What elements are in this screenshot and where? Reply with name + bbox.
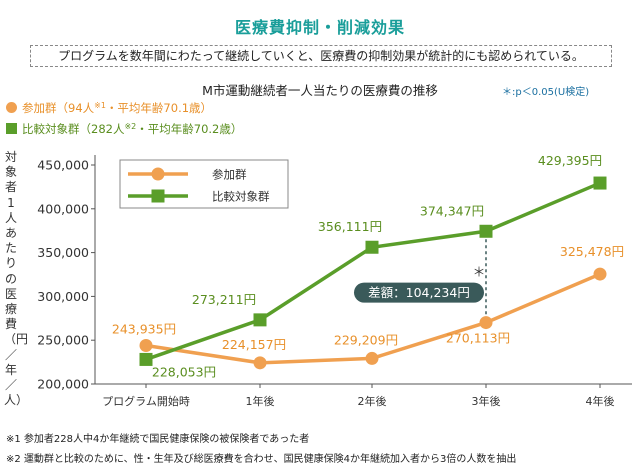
- footnote-1: ※1 参加者228人中4か年継続で国民健康保険の被保険者であった者: [6, 434, 310, 445]
- x-tick-label: 4年後: [586, 394, 615, 408]
- footnote-2: ※2 運動群と比較のために、性・生年及び総医療費を合わせ、国民健康保険4か年継続…: [6, 454, 517, 465]
- legend-box-label-1: 参加群: [212, 168, 247, 182]
- legend-group2-name: 比較対象群: [22, 122, 80, 136]
- legend-group2-sup: ※2: [124, 122, 137, 131]
- y-tick-label: 250,000: [37, 333, 89, 348]
- series-2-point: [139, 352, 153, 366]
- series-1-data-label: 229,209円: [334, 332, 398, 347]
- difference-badge-text: 差額：104,234円: [368, 285, 470, 300]
- series-2-data-label: 228,053円: [152, 364, 216, 379]
- series-2-point: [479, 224, 493, 238]
- series-2-data-label: 374,347円: [420, 203, 484, 218]
- x-tick-label: 3年後: [472, 394, 501, 408]
- legend-group2-detail-post: ・平均年齢70.2歳）: [136, 122, 243, 136]
- legend-box-marker-2: [151, 189, 165, 203]
- series-2-data-label: 356,111円: [318, 219, 382, 234]
- y-tick-label: 450,000: [37, 158, 89, 173]
- legend-group2-detail-pre: （282人: [79, 122, 125, 136]
- y-tick-label: 200,000: [37, 377, 89, 392]
- circle-marker-icon: [6, 102, 17, 113]
- series-2-point: [593, 176, 607, 190]
- legend-group1-detail-pre: （94人: [56, 101, 95, 115]
- difference-badge: [354, 282, 484, 303]
- series-1-data-label: 224,157円: [222, 337, 286, 352]
- subtitle-box: プログラムを数年間にわたって継続していくと、医療費の抑制効果が統計的にも認められ…: [30, 45, 612, 67]
- legend-box-marker-1: [151, 167, 165, 181]
- series-1-point: [593, 267, 607, 281]
- series-2-data-label: 429,395円: [538, 153, 602, 168]
- square-marker-icon: [6, 123, 17, 134]
- legend-group1-name: 参加群: [22, 101, 57, 115]
- series-2-point: [365, 240, 379, 254]
- y-tick-label: 300,000: [37, 289, 89, 304]
- legend-group2: 比較対象群（282人※2・平均年齢70.2歳）: [6, 121, 242, 137]
- legend-box-label-2: 比較対象群: [212, 190, 270, 204]
- series-1-point: [479, 316, 493, 330]
- series-1-point: [253, 356, 267, 370]
- series-1-data-label: 325,478円: [560, 244, 624, 259]
- series-1-point: [139, 339, 153, 353]
- legend-group1-detail-post: ・平均年齢70.1歳）: [105, 101, 213, 115]
- page-title: 医療費抑制・削減効果: [234, 18, 405, 37]
- y-tick-label: 400,000: [37, 201, 89, 216]
- legend-box: [119, 159, 289, 209]
- x-tick-label: プログラム開始時: [102, 394, 190, 408]
- significance-star: ＊: [472, 266, 485, 281]
- series-1-data-label: 243,935円: [112, 322, 176, 337]
- x-tick-label: 2年後: [358, 394, 387, 408]
- x-tick-label: 1年後: [246, 394, 275, 408]
- significance-note: ＊:p＜0.05(U検定): [502, 87, 590, 98]
- series-2-point: [253, 313, 267, 327]
- chart-title: M市運動継続者一人当たりの医療費の推移: [202, 83, 438, 98]
- subtitle-text: プログラムを数年間にわたって継続していくと、医療費の抑制効果が統計的にも認められ…: [58, 49, 584, 63]
- series-2-data-label: 273,211円: [192, 292, 256, 307]
- legend-group1: 参加群（94人※1・平均年齢70.1歳）: [6, 100, 212, 116]
- series-1-point: [365, 351, 379, 365]
- legend-group1-sup: ※1: [94, 101, 106, 110]
- y-tick-label: 350,000: [37, 245, 89, 260]
- series-1-data-label: 270,113円: [446, 331, 510, 346]
